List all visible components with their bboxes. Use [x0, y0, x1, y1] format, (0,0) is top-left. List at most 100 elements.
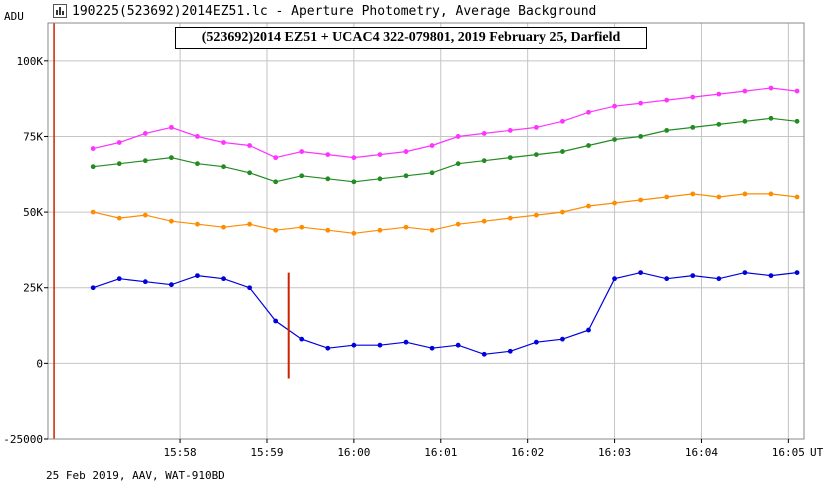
- y-tick-label: 75K: [23, 130, 43, 143]
- reference-series-point: [481, 131, 487, 136]
- reference-series-point: [168, 124, 174, 130]
- reference-series-point: [142, 131, 148, 136]
- x-tick-label: 16:01: [424, 446, 457, 459]
- comparison-series-point: [142, 212, 148, 218]
- tracking-series-point: [403, 173, 409, 179]
- target-series-point: [325, 345, 331, 351]
- window-title: 190225(523692)2014EZ51.lc - Aperture Pho…: [72, 4, 597, 19]
- tracking-series-point: [429, 170, 435, 176]
- tracking-series-point: [299, 173, 305, 179]
- reference-series-point: [221, 140, 226, 145]
- tracking-series-point: [638, 134, 644, 139]
- comparison-series-point: [325, 227, 331, 233]
- tracking-series-point: [794, 118, 800, 124]
- comparison-series-point: [90, 209, 96, 215]
- reference-series-point: [247, 143, 253, 148]
- reference-series-point: [351, 155, 357, 161]
- x-axis-ticks: 15:58 15:59 16:00 16:01 16:02 16:03 16:04 16:05: [164, 439, 805, 459]
- reference-series-point: [325, 152, 331, 158]
- comparison-series-point: [481, 218, 487, 224]
- reference-series-point: [90, 146, 96, 151]
- comparison-series-point: [429, 227, 435, 233]
- comparison-series-point: [377, 227, 383, 233]
- x-tick-label: 16:02: [511, 446, 544, 459]
- comparison-series-point: [116, 215, 122, 221]
- comparison-series-point: [247, 221, 253, 227]
- target-series-point: [481, 351, 487, 357]
- comparison-series-point: [612, 200, 617, 206]
- y-tick-label: -25000: [3, 433, 43, 446]
- tracking-series-point: [768, 115, 774, 121]
- target-series-point: [560, 336, 565, 342]
- reference-series-point: [716, 91, 722, 97]
- target-series-point: [116, 276, 122, 282]
- reference-series-point: [560, 118, 565, 124]
- grid-lines: [48, 23, 804, 440]
- reference-series-point: [507, 128, 513, 133]
- x-tick-label: 15:58: [164, 446, 197, 459]
- tracking-series-point: [168, 155, 174, 161]
- reference-series-point: [612, 103, 617, 109]
- target-series-point: [403, 339, 409, 345]
- tracking-series-point: [247, 170, 253, 176]
- tracking-series-point: [560, 149, 565, 154]
- target-series-point: [299, 336, 305, 342]
- target-series-point: [533, 339, 539, 345]
- comparison-series-point: [195, 221, 200, 227]
- y-tick-label: 50K: [23, 206, 43, 219]
- reference-series-point: [586, 109, 591, 115]
- comparison-series-point: [768, 191, 774, 197]
- plot-background: [48, 23, 804, 439]
- comparison-series-point: [794, 194, 800, 200]
- x-tick-label: 16:00: [337, 446, 370, 459]
- reference-series-point: [664, 97, 670, 103]
- target-series-point: [90, 285, 96, 291]
- reference-series-point: [455, 134, 461, 139]
- series-lines: [90, 85, 800, 357]
- tracking-series-point: [690, 124, 696, 130]
- comparison-series-point: [664, 194, 670, 200]
- target-series-point: [507, 348, 513, 354]
- target-series-point: [690, 273, 696, 279]
- event-markers: [53, 23, 290, 439]
- target-series-point: [664, 276, 670, 282]
- target-series-point: [377, 342, 383, 348]
- x-tick-label: 15:59: [250, 446, 283, 459]
- target-series-point: [273, 318, 279, 324]
- reference-series-point: [768, 85, 774, 91]
- comparison-series-point: [533, 212, 539, 218]
- comparison-series-line: [93, 193, 798, 234]
- comparison-series-point: [299, 224, 305, 230]
- target-series-point: [638, 270, 644, 275]
- target-series-point: [247, 285, 253, 291]
- reference-series-point: [742, 88, 748, 94]
- x-tick-label: 16:05: [772, 446, 805, 459]
- tracking-series-point: [273, 179, 279, 185]
- x-tick-label: 16:04: [685, 446, 718, 459]
- plot-frame: [47, 22, 805, 440]
- target-series-point: [221, 276, 226, 282]
- target-series-point: [195, 273, 200, 279]
- title-bar: 190225(523692)2014EZ51.lc - Aperture Pho…: [0, 0, 828, 24]
- comparison-series-point: [351, 230, 357, 236]
- target-series-line: [93, 271, 798, 355]
- chart-title: (523692)2014 EZ51 + UCAC4 322-079801, 20…: [201, 30, 621, 45]
- x-axis-unit: UT: [810, 446, 824, 459]
- tracking-series-point: [533, 152, 539, 158]
- comparison-series-point: [638, 197, 644, 203]
- reference-series-point: [195, 134, 200, 139]
- target-series-point: [586, 327, 591, 333]
- comparison-series-point: [586, 203, 591, 209]
- tracking-series-point: [221, 164, 226, 170]
- reference-series-point: [273, 155, 279, 161]
- comparison-series-point: [507, 215, 513, 221]
- tracking-series-point: [455, 161, 461, 167]
- comparison-series-point: [560, 209, 565, 215]
- tracking-series-point: [716, 121, 722, 127]
- reference-series-point: [794, 88, 800, 94]
- comparison-series-point: [716, 194, 722, 200]
- comparison-series-point: [403, 224, 409, 230]
- y-tick-label: 0: [36, 357, 43, 370]
- comparison-series-point: [168, 218, 174, 224]
